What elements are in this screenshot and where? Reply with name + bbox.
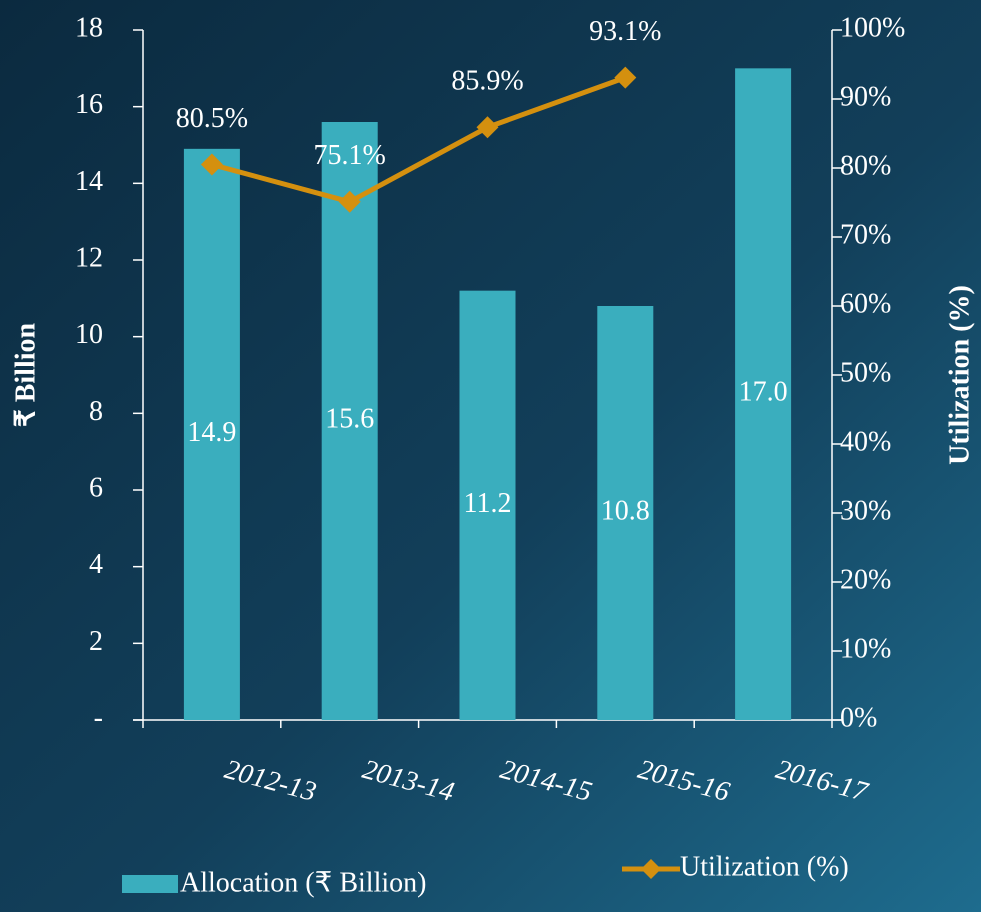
y2-tick-label: 0% bbox=[840, 702, 877, 733]
legend-swatch bbox=[122, 875, 178, 893]
line-marker bbox=[200, 153, 223, 176]
y-tick-label: - bbox=[94, 702, 103, 733]
bar bbox=[321, 122, 378, 720]
y-tick-label: 6 bbox=[89, 472, 103, 503]
line bbox=[211, 75, 627, 205]
line-marker bbox=[338, 190, 361, 213]
y2-tick-label: 70% bbox=[840, 219, 891, 250]
bar bbox=[597, 306, 654, 720]
line-value-label: 80.5% bbox=[176, 103, 248, 134]
y2-tick-label: 60% bbox=[840, 288, 891, 319]
line-value-label: 93.1% bbox=[589, 16, 661, 47]
y2-tick-label: 90% bbox=[840, 81, 891, 112]
y2-tick-label: 40% bbox=[840, 426, 891, 457]
legend-swatch bbox=[641, 859, 661, 879]
line-value-label: 75.1% bbox=[314, 140, 386, 171]
y-tick-label: 12 bbox=[75, 242, 103, 273]
y2-tick-label: 10% bbox=[840, 633, 891, 664]
y2-axis-label: Utilization (%) bbox=[944, 285, 975, 465]
y2-tick-label: 80% bbox=[840, 150, 891, 181]
y-tick-label: 4 bbox=[89, 549, 103, 580]
line-value-label: 85.9% bbox=[451, 66, 523, 97]
bar-value-label: 14.9 bbox=[187, 417, 236, 448]
y-tick-label: 16 bbox=[75, 89, 103, 120]
bar-value-label: 11.2 bbox=[464, 488, 512, 519]
bar-value-label: 17.0 bbox=[739, 377, 788, 408]
y2-tick-label: 100% bbox=[840, 12, 905, 43]
y-tick-label: 18 bbox=[75, 12, 103, 43]
bar bbox=[459, 290, 516, 720]
y2-tick-label: 20% bbox=[840, 564, 891, 595]
bar bbox=[183, 148, 240, 721]
y2-tick-label: 50% bbox=[840, 357, 891, 388]
y-tick-label: 8 bbox=[89, 396, 103, 427]
bar-value-label: 15.6 bbox=[325, 403, 374, 434]
line-marker bbox=[614, 66, 637, 89]
y-tick-label: 2 bbox=[89, 626, 103, 657]
y-tick-label: 10 bbox=[75, 319, 103, 350]
bar-value-label: 10.8 bbox=[601, 495, 650, 526]
legend-label: Allocation (₹ Billion) bbox=[180, 867, 426, 898]
y-axis-label: ₹ Billion bbox=[10, 322, 41, 427]
y2-tick-label: 30% bbox=[840, 495, 891, 526]
bar bbox=[735, 68, 792, 721]
y-tick-label: 14 bbox=[75, 166, 103, 197]
legend-label: Utilization (%) bbox=[680, 851, 849, 882]
line-marker bbox=[476, 116, 499, 139]
